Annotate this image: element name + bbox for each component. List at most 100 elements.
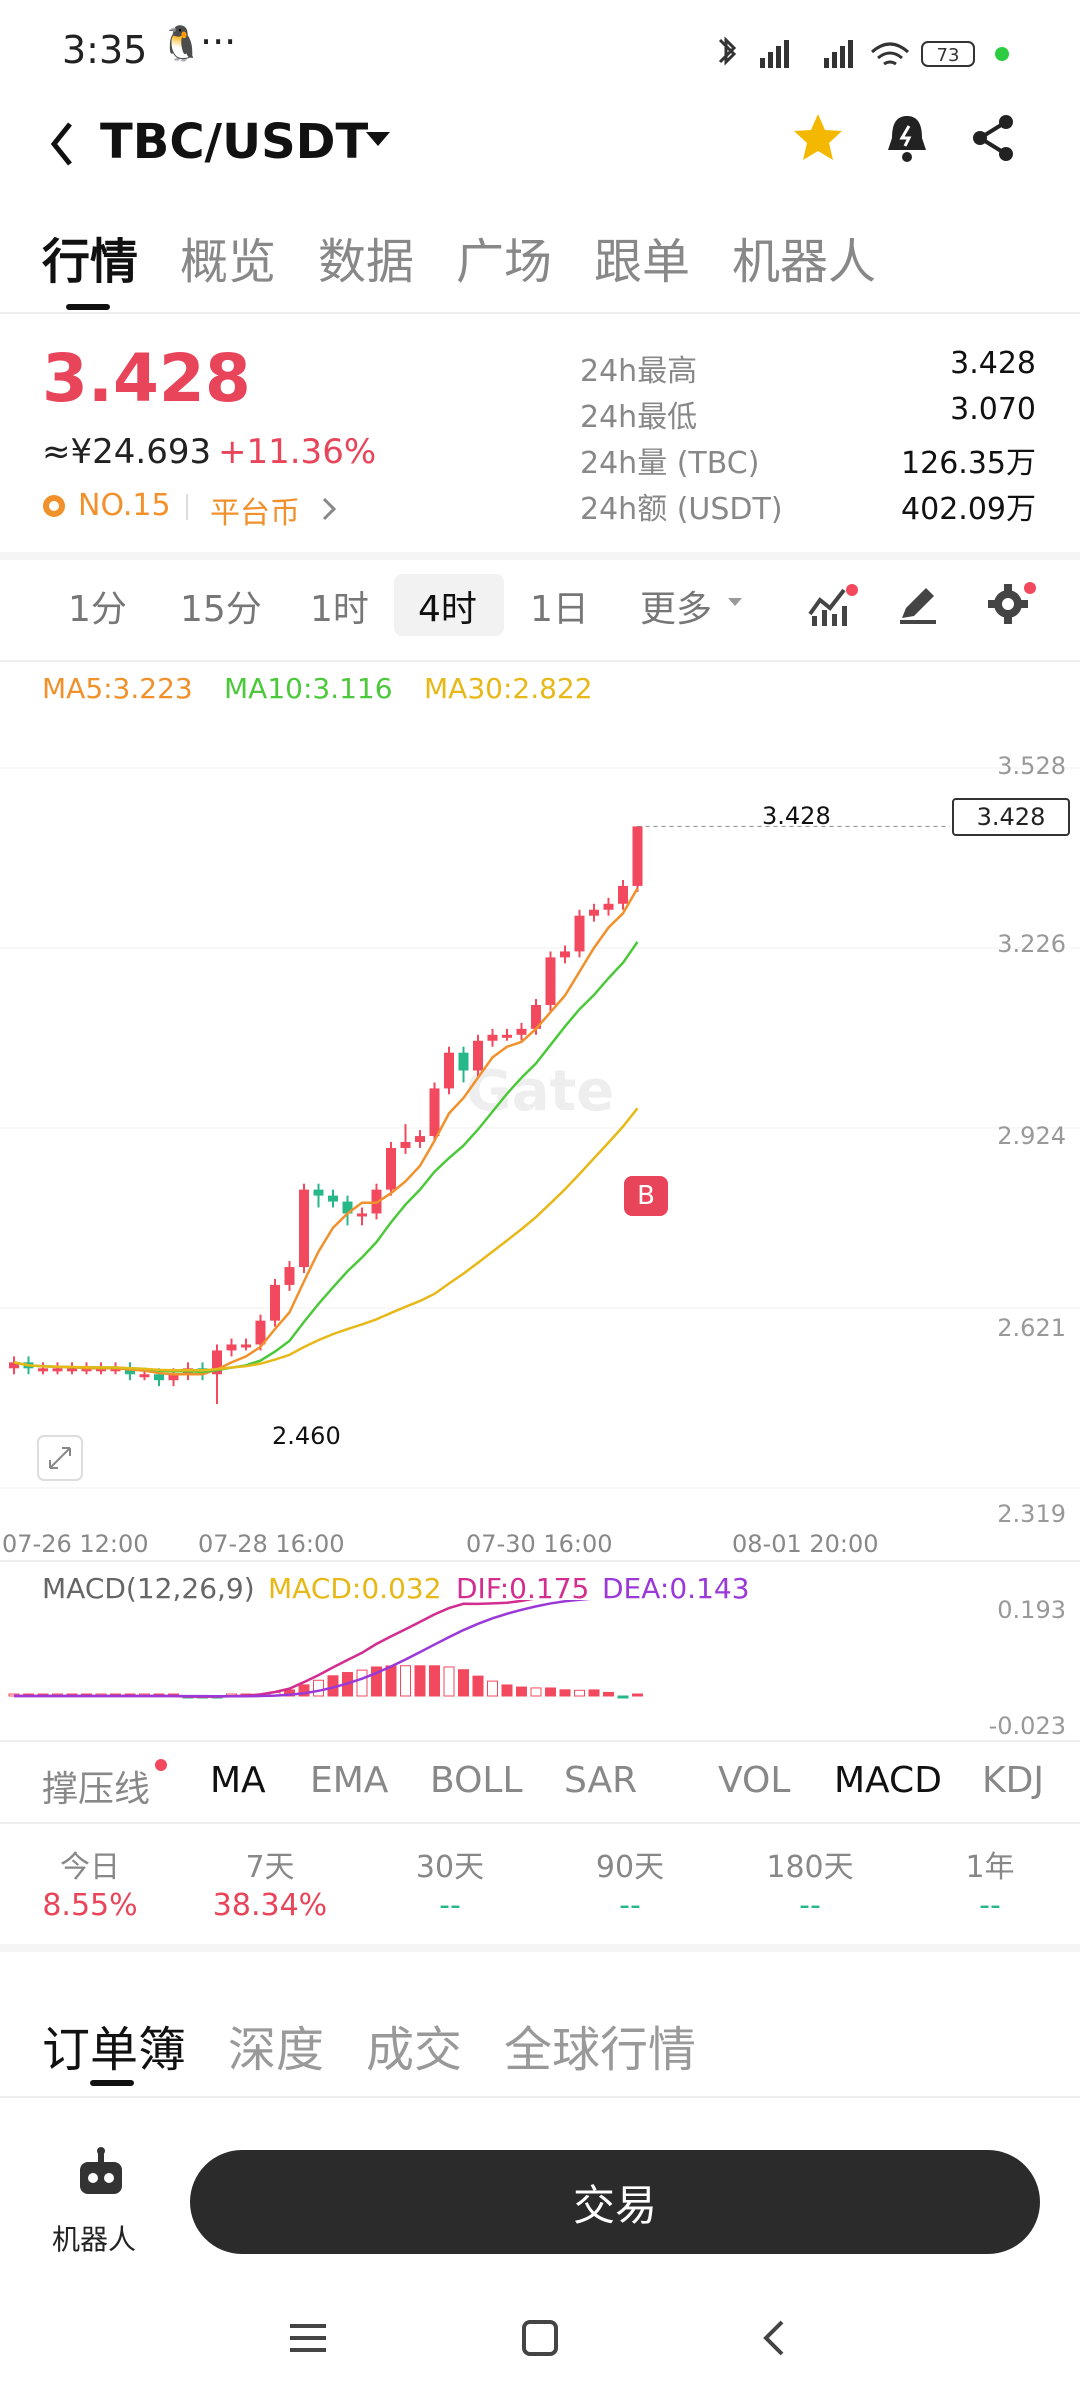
- tab-data[interactable]: 数据: [318, 234, 415, 290]
- y-tick-1: 3.528: [997, 752, 1066, 780]
- last-price-tag: 3.428: [952, 798, 1070, 836]
- indicator-boll[interactable]: BOLL: [430, 1760, 523, 1801]
- indicator-sar[interactable]: SAR: [564, 1760, 638, 1801]
- share-icon[interactable]: [968, 110, 1018, 166]
- stat-low-label: 24h最低: [580, 400, 698, 435]
- battery-level: 73: [937, 45, 960, 66]
- draw-pen-icon[interactable]: [896, 582, 940, 626]
- tab-trades[interactable]: 成交: [366, 2022, 463, 2078]
- star-icon[interactable]: [790, 110, 846, 166]
- ma30-line: [13, 1107, 639, 1372]
- timeframe-4h[interactable]: 4时: [418, 589, 477, 630]
- macd-bar: [603, 1691, 614, 1697]
- status-icons: 73: [718, 36, 1009, 68]
- category-link[interactable]: 平台币: [210, 496, 300, 531]
- candle-body: [38, 1368, 48, 1372]
- candle-body: [154, 1374, 164, 1381]
- divider: [0, 2096, 1080, 2098]
- macd-bar: [632, 1693, 643, 1697]
- perf-label-30d: 30天: [415, 1850, 485, 1885]
- macd-chart[interactable]: [0, 1600, 1000, 1730]
- chart-indicator-icon[interactable]: [806, 580, 862, 630]
- macd-bar: [443, 1666, 455, 1697]
- candle-body: [270, 1284, 280, 1321]
- perf-label-180d: 180天: [766, 1850, 854, 1885]
- settings-gear-icon[interactable]: [984, 578, 1040, 628]
- chevron-down-icon[interactable]: [364, 130, 392, 150]
- watermark: Gate: [466, 1059, 615, 1124]
- signal-icon: [760, 40, 789, 68]
- indicator-ma[interactable]: MA: [210, 1760, 266, 1801]
- candle-body: [81, 1368, 92, 1372]
- chevron-right-icon[interactable]: [320, 496, 338, 522]
- home-nav-icon[interactable]: [518, 2316, 562, 2360]
- candle-body: [560, 951, 570, 958]
- candle-body: [226, 1344, 237, 1351]
- x-tick-2: 07-28 16:00: [198, 1530, 345, 1558]
- macd-bar: [530, 1687, 542, 1697]
- stat-high-value: 3.428: [950, 346, 1036, 381]
- timeframe-more[interactable]: 更多: [640, 589, 713, 630]
- tab-copy-trading[interactable]: 跟单: [594, 234, 691, 290]
- tab-indicator: [66, 304, 110, 310]
- tab-orderbook[interactable]: 订单簿: [42, 2022, 187, 2078]
- perf-value-1y: --: [979, 1888, 1001, 1923]
- timeframe-15m[interactable]: 15分: [180, 589, 262, 630]
- candle-body: [473, 1040, 483, 1071]
- expand-icon[interactable]: [36, 1434, 84, 1482]
- timeframe-active-bg: [394, 574, 504, 636]
- perf-label-today: 今日: [60, 1850, 120, 1885]
- perf-value-180d: --: [799, 1888, 821, 1923]
- macd-bar: [458, 1669, 469, 1697]
- stat-low-value: 3.070: [950, 392, 1036, 427]
- stat-volume-value: 126.35万: [901, 446, 1036, 481]
- indicator-kdj[interactable]: KDJ: [982, 1760, 1044, 1801]
- indicator-vol[interactable]: VOL: [718, 1760, 791, 1801]
- buy-marker[interactable]: B: [624, 1176, 668, 1216]
- timeframe-1d[interactable]: 1日: [530, 589, 589, 630]
- back-icon[interactable]: [42, 114, 82, 174]
- tab-market[interactable]: 行情: [42, 234, 139, 290]
- divider: [0, 660, 1080, 662]
- macd-bar: [501, 1684, 513, 1697]
- back-nav-icon[interactable]: [756, 2316, 792, 2360]
- robot-label[interactable]: 机器人: [52, 2223, 137, 2256]
- candlestick-chart[interactable]: Gate: [0, 700, 1080, 1530]
- tab-square[interactable]: 广场: [456, 234, 553, 290]
- dea-line: [14, 1600, 591, 1698]
- macd-value: MACD:0.032: [268, 1572, 442, 1605]
- macd-bar: [385, 1665, 397, 1697]
- timeframe-1h[interactable]: 1时: [310, 589, 369, 630]
- pair-title[interactable]: TBC/USDT: [100, 114, 369, 170]
- candle-body: [255, 1320, 266, 1345]
- perf-label-7d: 7天: [245, 1850, 295, 1885]
- caret-down-icon[interactable]: [726, 596, 744, 610]
- tab-global-market[interactable]: 全球行情: [504, 2022, 697, 2078]
- indicator-ema[interactable]: EMA: [310, 1760, 389, 1801]
- new-dot-icon: [155, 1759, 167, 1771]
- tab-overview[interactable]: 概览: [180, 234, 277, 290]
- tab-bots[interactable]: 机器人: [732, 234, 877, 290]
- macd-bar: [429, 1665, 440, 1697]
- indicator-macd[interactable]: MACD: [834, 1760, 942, 1801]
- timeframe-1m[interactable]: 1分: [68, 589, 127, 630]
- y-tick-5: 2.319: [997, 1500, 1066, 1528]
- menu-nav-icon[interactable]: [286, 2318, 330, 2358]
- ma30-value: MA30:2.822: [424, 672, 593, 705]
- robot-icon[interactable]: [74, 2146, 128, 2200]
- candle-body: [574, 915, 585, 952]
- macd-bar: [516, 1686, 527, 1697]
- candle-body: [603, 903, 614, 910]
- trade-button[interactable]: 交易: [190, 2150, 1040, 2254]
- candle-body: [400, 1141, 411, 1148]
- stat-high-label: 24h最高: [580, 354, 698, 389]
- macd-bar: [545, 1687, 556, 1697]
- candle-body: [516, 1028, 527, 1035]
- divider: [0, 552, 1080, 560]
- stat-turnover-value: 402.09万: [901, 492, 1036, 527]
- ma10-line: [13, 941, 639, 1374]
- indicator-support-resistance[interactable]: 撑压线: [42, 1769, 151, 1810]
- price-alert-bell-icon[interactable]: [882, 110, 932, 166]
- candle-body: [284, 1267, 295, 1285]
- tab-depth[interactable]: 深度: [228, 2022, 325, 2078]
